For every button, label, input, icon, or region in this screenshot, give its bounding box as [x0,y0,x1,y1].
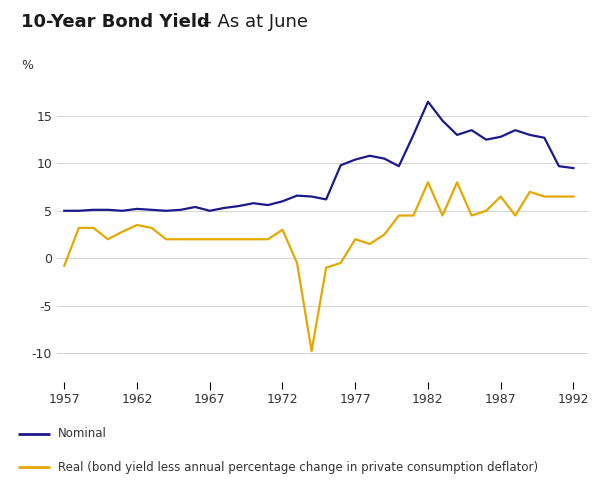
Text: Real (bond yield less annual percentage change in private consumption deflator): Real (bond yield less annual percentage … [58,461,538,474]
Text: %: % [21,59,33,72]
Text: Nominal: Nominal [58,427,107,440]
Text: – As at June: – As at June [197,14,308,32]
Text: 10-Year Bond Yield: 10-Year Bond Yield [21,14,210,32]
